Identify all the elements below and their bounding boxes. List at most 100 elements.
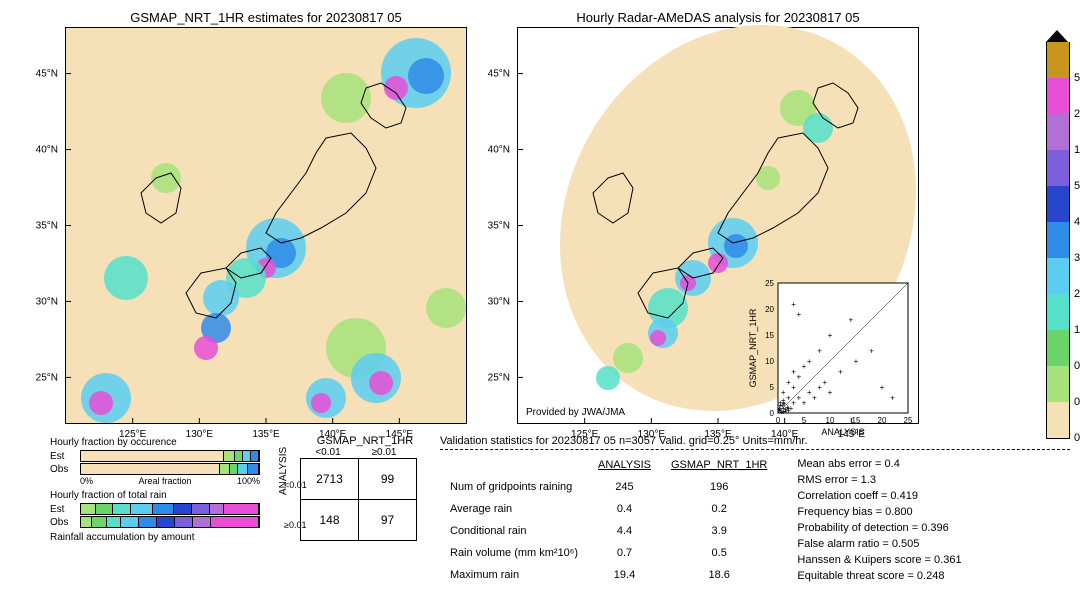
validation-columns: ANALYSIS GSMAP_NRT_1HR Num of gridpoints… [440,454,1070,586]
stat-line: Equitable threat score = 0.248 [797,570,961,582]
obs-label: Obs [50,464,80,475]
stat-line: Probability of detection = 0.396 [797,522,961,534]
colorbar-tick: 0.01 [1074,396,1080,408]
val-row-b: 0.5 [661,542,777,564]
svg-text:5: 5 [802,416,807,425]
ct-cell-00: 2713 [301,459,359,500]
svg-text:40°N: 40°N [488,145,510,156]
svg-text:Provided by JWA/JMA: Provided by JWA/JMA [526,407,625,418]
svg-text:10: 10 [765,357,774,366]
right-map-panel: Hourly Radar-AMeDAS analysis for 2023081… [517,10,919,427]
svg-text:+: + [786,378,791,387]
svg-text:+: + [828,388,833,397]
val-col2: GSMAP_NRT_1HR [661,454,777,476]
svg-text:+: + [791,300,796,309]
right-map-svg: 125°E130°E135°E140°E145°E25°N30°N35°N40°… [517,27,919,424]
svg-text:15: 15 [765,331,774,340]
stat-line: False alarm ratio = 0.505 [797,538,961,550]
val-row-a: 0.7 [588,542,661,564]
val-row-label: Average rain [440,498,588,520]
validation-title: Validation statistics for 20230817 05 n=… [440,435,1070,450]
svg-text:45°N: 45°N [488,69,510,80]
ct-col-lt: <0.01 [300,447,356,458]
colorbar-tick: 4 [1074,216,1080,228]
est-label-2: Est [50,504,80,515]
bottom-row: Hourly fraction by occurence Est Obs 0% … [10,435,1070,586]
colorbar-tick: 25 [1074,108,1080,120]
svg-text:35°N: 35°N [488,221,510,232]
svg-text:+: + [854,357,859,366]
stat-line: Hanssen & Kuipers score = 0.361 [797,554,961,566]
stat-line: Frequency bias = 0.800 [797,506,961,518]
svg-text:15: 15 [852,416,861,425]
contingency-panel: GSMAP_NRT_1HR <0.01 ≥0.01 ANALYSIS <0.01… [270,435,430,586]
val-row-b: 196 [661,476,777,498]
colorbar-tick: 0.5 [1074,360,1080,372]
contingency-table: 2713 99 148 97 [300,458,417,541]
stats-list: Mean abs error = 0.4RMS error = 1.3Corre… [797,454,961,586]
left-map-panel: GSMAP_NRT_1HR estimates for 20230817 05 … [65,10,467,427]
stat-line: RMS error = 1.3 [797,474,961,486]
top-row: GSMAP_NRT_1HR estimates for 20230817 05 … [10,10,1070,427]
occ-title: Hourly fraction by occurence [50,437,260,448]
ct-col-ge: ≥0.01 [356,447,412,458]
ct-cell-01: 99 [359,459,417,500]
svg-text:0: 0 [776,416,781,425]
svg-text:+: + [786,393,791,402]
svg-text:+: + [783,407,788,416]
svg-text:+: + [838,367,843,376]
svg-text:+: + [869,347,874,356]
ct-top-header: GSMAP_NRT_1HR [300,435,430,447]
svg-text:25: 25 [904,416,913,425]
val-row-b: 0.2 [661,498,777,520]
svg-text:25°N: 25°N [488,372,510,383]
colorbar-tick: 0 [1074,432,1080,444]
colorbar-tick: 1 [1074,324,1080,336]
validation-panel: Validation statistics for 20230817 05 n=… [440,435,1070,586]
svg-text:+: + [802,399,807,408]
svg-text:40°N: 40°N [36,145,58,156]
svg-text:30°N: 30°N [488,296,510,307]
svg-text:+: + [796,373,801,382]
svg-text:140°E: 140°E [771,429,799,440]
svg-text:5: 5 [770,383,775,392]
colorbar-tick: 50 [1074,72,1080,84]
val-row-label: Conditional rain [440,520,588,542]
svg-text:+: + [812,393,817,402]
svg-text:20: 20 [765,305,774,314]
colorbar-tick: 5 [1074,180,1080,192]
svg-text:ANALYSIS: ANALYSIS [821,427,864,437]
svg-text:+: + [796,310,801,319]
svg-text:+: + [828,331,833,340]
validation-table: ANALYSIS GSMAP_NRT_1HR Num of gridpoints… [440,454,777,586]
rain-est-bar: Est [50,503,260,515]
fractions-panel: Hourly fraction by occurence Est Obs 0% … [50,435,260,586]
svg-text:125°E: 125°E [571,429,599,440]
rain-obs-bar: Obs [50,516,260,528]
ct-row-ge: ≥0.01 [284,520,306,530]
svg-text:+: + [880,383,885,392]
svg-text:30°N: 30°N [36,296,58,307]
val-row-label: Maximum rain [440,564,588,586]
svg-text:+: + [848,315,853,324]
svg-text:20: 20 [878,416,887,425]
ct-row-lt: <0.01 [284,480,307,490]
svg-text:130°E: 130°E [186,429,214,440]
colorbar-tick: 2 [1074,288,1080,300]
val-row-label: Rain volume (mm km²10⁶) [440,542,588,564]
ct-col-headers: <0.01 ≥0.01 [300,447,430,458]
svg-text:0: 0 [770,409,775,418]
svg-text:+: + [822,378,827,387]
right-map-title: Hourly Radar-AMeDAS analysis for 2023081… [517,10,919,25]
areal-label: Areal fraction [138,476,191,486]
svg-text:45°N: 45°N [36,69,58,80]
val-row-b: 3.9 [661,520,777,542]
svg-text:+: + [890,393,895,402]
est-label: Est [50,451,80,462]
pct-100: 100% [237,476,260,486]
svg-text:GSMAP_NRT_1HR: GSMAP_NRT_1HR [748,308,758,387]
svg-text:25: 25 [765,279,774,288]
svg-text:+: + [791,383,796,392]
ct-cell-10: 148 [301,500,359,541]
val-row-a: 19.4 [588,564,661,586]
